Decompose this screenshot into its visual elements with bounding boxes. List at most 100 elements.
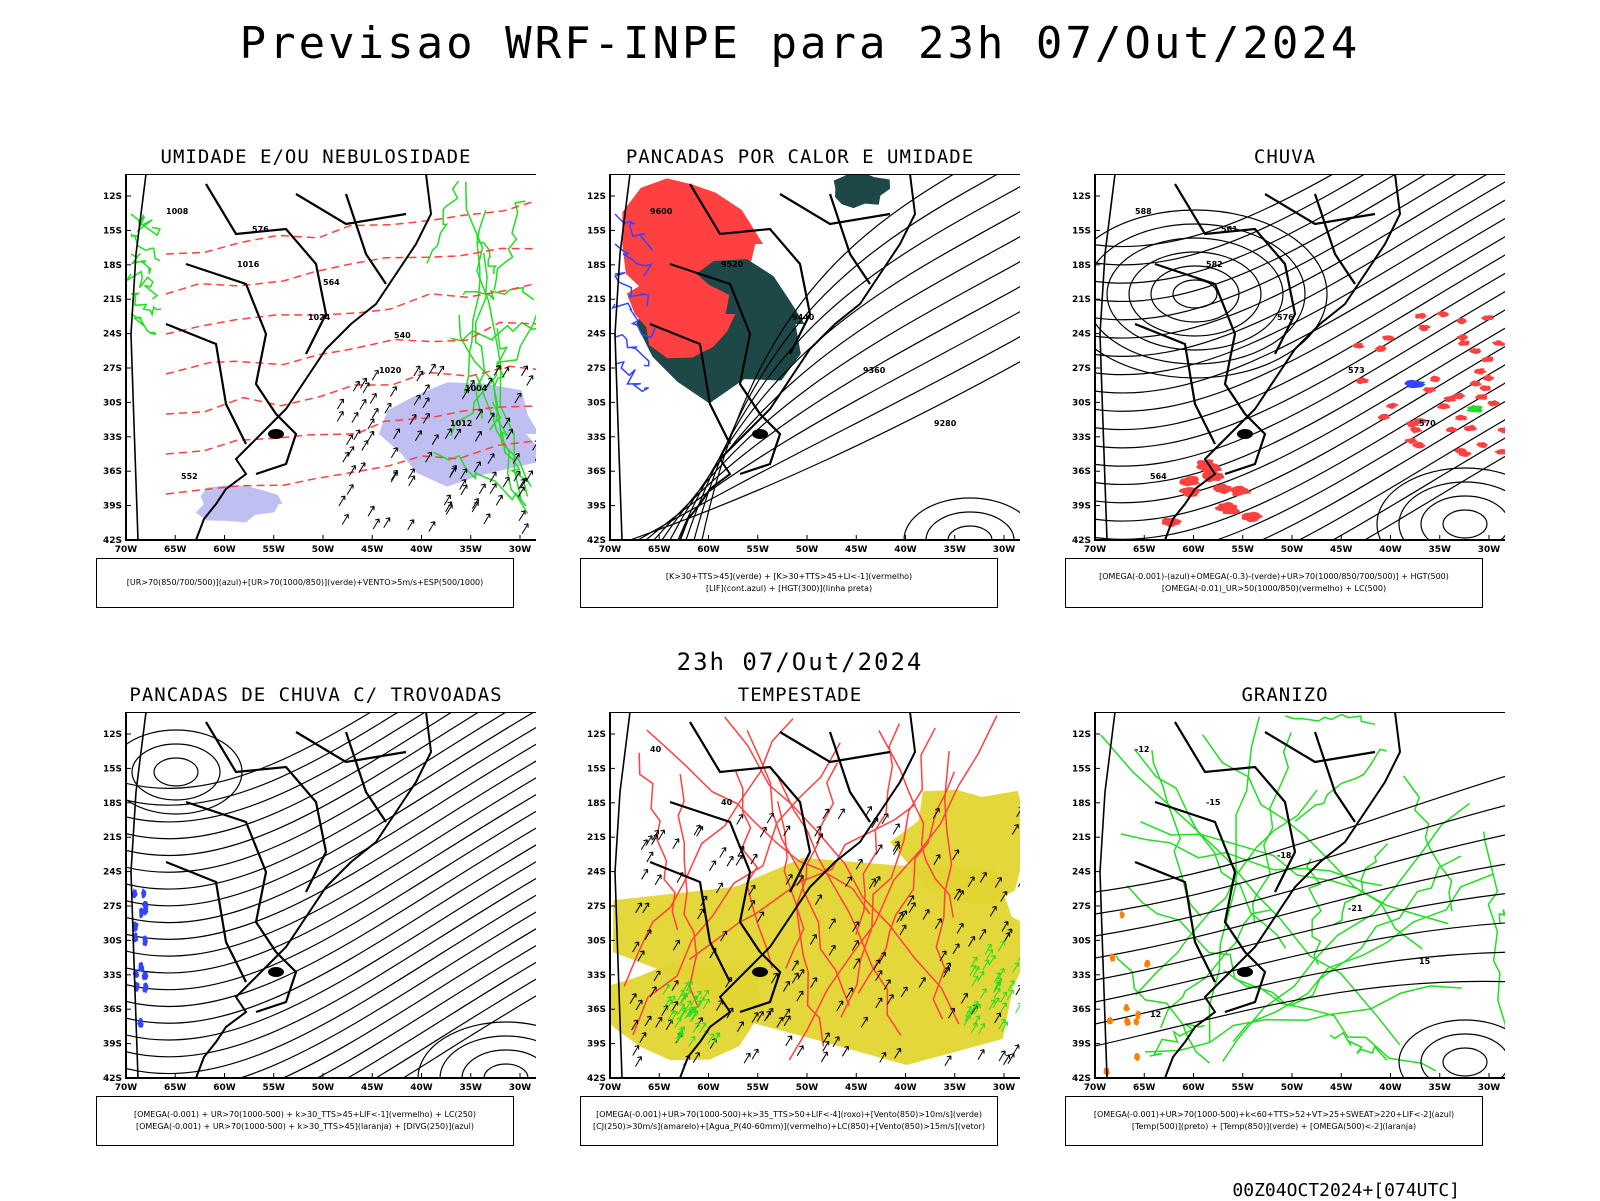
panel-title: GRANIZO xyxy=(1241,684,1329,706)
wind-vector xyxy=(743,1052,751,1064)
latitude-tick-label: 36S xyxy=(103,1005,122,1015)
contour-label: 582 xyxy=(1206,260,1223,269)
latitude-tick-label: 39S xyxy=(1072,502,1091,512)
longitude-tick-label: 30W xyxy=(993,545,1016,555)
contour-label: 1016 xyxy=(237,260,260,269)
rain-area xyxy=(1437,403,1451,410)
precipitable-water-contour xyxy=(632,742,841,1036)
panel-pancadas-calor: PANCADAS POR CALOR E UMIDADE 9600 9520 9440… xyxy=(570,146,1030,616)
contour-label: 40 xyxy=(650,745,662,754)
latitude-tick-label: 42S xyxy=(587,1074,606,1084)
streamline xyxy=(238,911,536,1078)
contour-label: -21 xyxy=(1348,904,1363,913)
wind-vector xyxy=(879,1052,887,1063)
longitude-tick-label: 70W xyxy=(115,1083,138,1093)
rain-area xyxy=(1422,387,1436,394)
wind-vector xyxy=(664,996,672,1007)
wind-vector xyxy=(514,392,522,404)
humidity-contour xyxy=(130,213,161,237)
lagoon xyxy=(268,967,284,977)
wind-vector xyxy=(685,980,693,992)
wind-vector xyxy=(644,1015,652,1027)
latitude-tick-label: 15S xyxy=(587,764,606,774)
humidity-contour xyxy=(426,180,460,264)
rain-area xyxy=(1492,340,1505,346)
wind-vector xyxy=(453,428,461,440)
wind-vector xyxy=(759,826,767,838)
wind-vector xyxy=(900,910,908,922)
streamline xyxy=(1095,174,1489,339)
streamline xyxy=(1095,272,1505,449)
rain-area xyxy=(1497,427,1505,434)
latitude-tick-label: 39S xyxy=(587,502,606,512)
wind-vector xyxy=(783,980,790,992)
country-border xyxy=(689,183,812,355)
country-border xyxy=(649,322,731,445)
omega-area xyxy=(1106,1016,1114,1025)
wind-vector xyxy=(478,483,486,495)
country-border xyxy=(828,193,871,285)
temp850-contour xyxy=(1251,732,1292,924)
wind-vector xyxy=(459,478,467,490)
wind-vector xyxy=(408,475,416,487)
streamline xyxy=(1095,181,1505,357)
omega-area xyxy=(1144,959,1151,969)
wind-vector xyxy=(360,377,367,389)
longitude-tick-label: 50W xyxy=(312,1083,335,1093)
andes-border xyxy=(130,174,147,540)
temp500-contour xyxy=(1095,863,1505,959)
pressure-contour xyxy=(153,757,199,787)
wind-vector xyxy=(956,923,964,934)
country-border xyxy=(1174,721,1297,893)
wind-vector xyxy=(1011,824,1019,835)
precipitable-water-contour xyxy=(932,751,953,1020)
longitude-tick-label: 70W xyxy=(1084,1083,1107,1093)
wind-vector xyxy=(822,808,830,820)
streamline xyxy=(1095,199,1505,376)
rain-area xyxy=(1454,414,1468,421)
wind-vector xyxy=(735,854,743,866)
wind-vector xyxy=(875,844,883,855)
rain-area xyxy=(1464,424,1478,432)
wind-vector xyxy=(413,394,421,406)
wind-vector xyxy=(878,952,886,963)
precipitable-water-contour xyxy=(677,773,699,1009)
latitude-tick-label: 24S xyxy=(1072,330,1091,340)
latitude-tick-label: 30S xyxy=(1072,398,1091,408)
precipitable-water-contour xyxy=(776,801,825,1047)
height-contour xyxy=(637,336,1020,540)
pressure-contour xyxy=(1376,467,1505,540)
wind-vector xyxy=(634,1056,642,1067)
wind-vector xyxy=(868,878,876,889)
wind-vector xyxy=(1016,806,1020,818)
streamline xyxy=(1214,382,1505,540)
thickness-contour xyxy=(165,247,535,295)
streamline xyxy=(126,712,427,823)
precipitable-water-contour xyxy=(857,771,956,994)
legend-line: [K>30+TTS>45](verde) + [K>30+TTS>45+LI<-… xyxy=(665,572,913,581)
wind-vector xyxy=(390,471,398,483)
streamline xyxy=(1095,345,1505,522)
divergence-area xyxy=(142,982,149,994)
latitude-tick-label: 21S xyxy=(1072,295,1091,305)
wind-vector xyxy=(631,1019,639,1031)
latitude-tick-label: 18S xyxy=(103,799,122,809)
latitude-tick-label: 21S xyxy=(1072,833,1091,843)
wind-vector xyxy=(532,440,536,451)
wind-vector xyxy=(952,849,960,861)
wind-vector xyxy=(736,1021,744,1033)
streamline xyxy=(315,944,536,1078)
wind-vector xyxy=(875,997,883,1009)
streamline xyxy=(126,810,536,991)
wind-vector xyxy=(751,1012,759,1023)
longitude-tick-label: 70W xyxy=(599,1083,622,1093)
wind-vector xyxy=(671,1000,679,1012)
wind-vector xyxy=(828,918,836,930)
streamline xyxy=(126,712,400,806)
wind-vector xyxy=(783,1008,791,1020)
longitude-tick-label: 45W xyxy=(1330,545,1353,555)
wind-vector xyxy=(841,1045,849,1057)
precipitable-water-contour xyxy=(785,762,839,969)
wind-vector xyxy=(353,429,361,441)
wind-vector xyxy=(1005,928,1013,940)
